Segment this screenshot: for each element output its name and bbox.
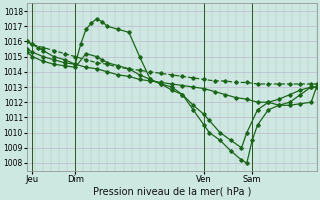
X-axis label: Pression niveau de la mer( hPa ): Pression niveau de la mer( hPa ) [92,187,251,197]
